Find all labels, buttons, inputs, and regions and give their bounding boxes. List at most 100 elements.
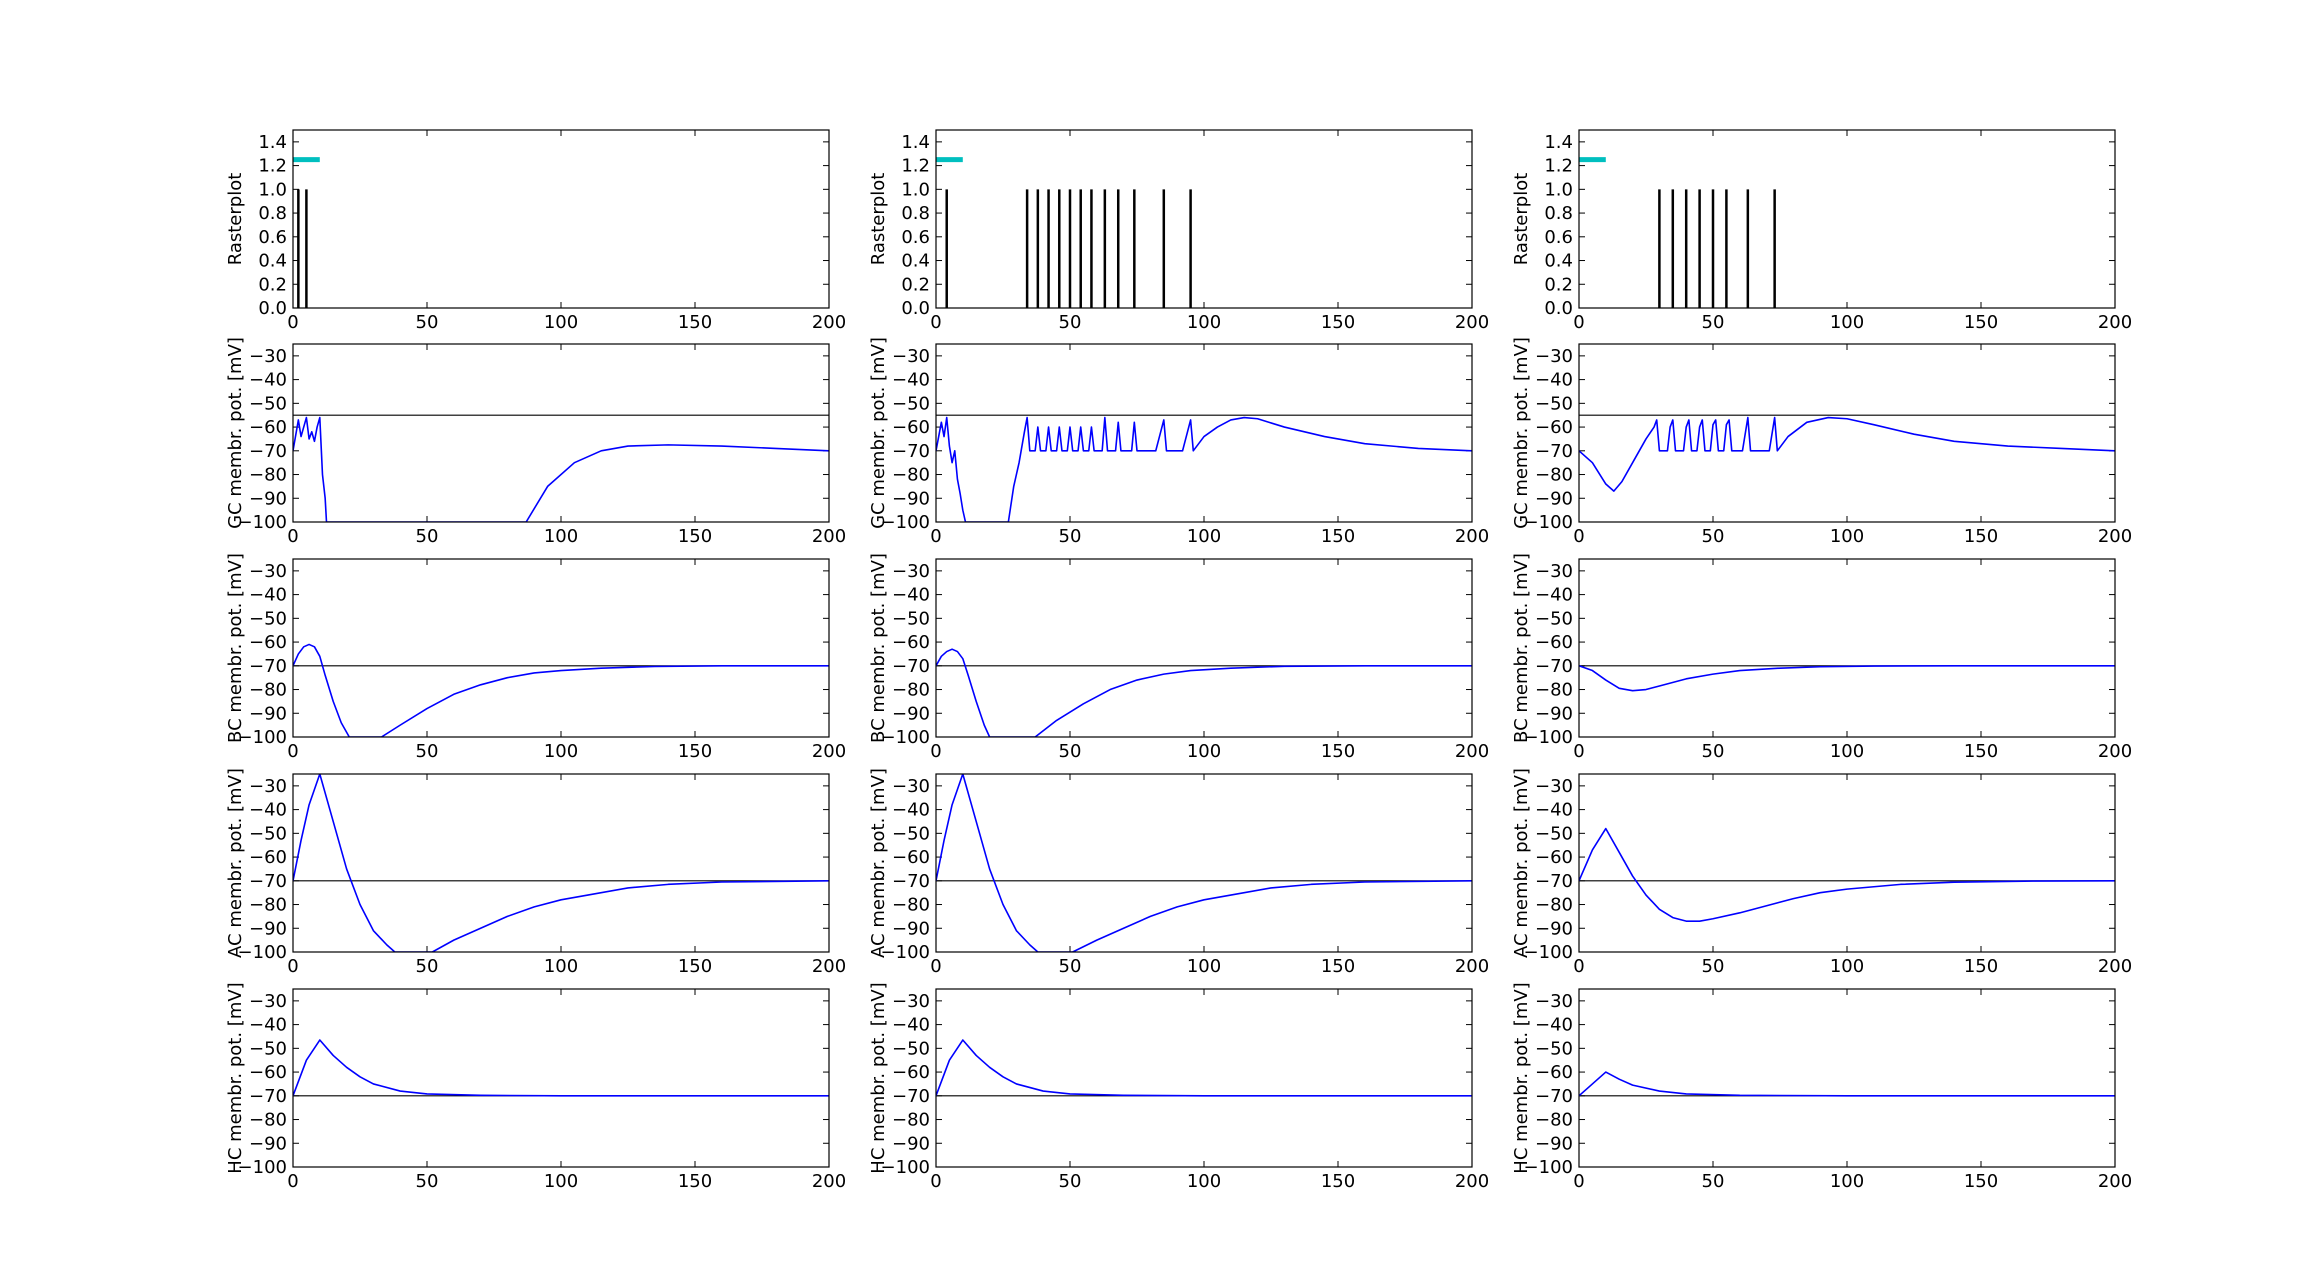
x-tick-label: 0 [930,956,941,977]
x-tick-label: 100 [1830,741,1864,762]
x-tick-label: 100 [1187,312,1221,333]
x-tick-label: 150 [1964,526,1998,547]
membrane-trace-AC [1579,827,2115,922]
x-tick-label: 50 [416,956,439,977]
y-tick-label: −60 [1535,1062,1573,1083]
y-tick-label: −100 [1524,727,1573,748]
y-tick-label: −40 [1535,370,1573,391]
x-tick-label: 100 [1187,1171,1221,1192]
y-tick-label: −80 [892,465,930,486]
y-tick-label: 1.4 [901,132,930,153]
x-tick-label: 0 [930,526,941,547]
axes-frame [292,558,830,738]
x-tick-label: 150 [1964,312,1998,333]
y-tick-label: −60 [1535,632,1573,653]
x-tick-label: 0 [930,1171,941,1192]
y-tick-label: −80 [892,895,930,916]
membrane-trace-GC [936,416,1472,522]
x-tick-label: 50 [1702,741,1725,762]
x-tick-label: 0 [287,526,298,547]
x-tick-label: 100 [544,526,578,547]
x-tick-label: 100 [1830,956,1864,977]
x-tick-label: 50 [416,741,439,762]
axes-frame [935,558,1473,738]
y-axis-label: AC membr. pot. [mV] [225,768,246,958]
y-tick-label: −90 [249,1133,287,1154]
x-tick-label: 200 [2098,526,2132,547]
axes-frame [935,343,1473,523]
y-tick-label: −40 [249,370,287,391]
plot-area [1579,827,2115,922]
x-tick-label: 150 [1321,741,1355,762]
y-tick-label: −100 [1524,512,1573,533]
x-tick-label: 50 [1702,956,1725,977]
y-tick-label: −80 [892,1110,930,1131]
plot-area [1579,665,2115,692]
x-tick-label: 0 [1573,741,1584,762]
x-tick-label: 0 [287,1171,298,1192]
y-tick-label: −70 [249,871,287,892]
plot-area [936,414,1472,522]
x-tick-label: 150 [1964,956,1998,977]
plot-area [293,414,829,522]
x-tick-label: 100 [544,956,578,977]
axes-frame [935,773,1473,953]
y-tick-label: −90 [1535,488,1573,509]
y-tick-label: −90 [892,488,930,509]
y-tick-label: −40 [1535,585,1573,606]
x-tick-label: 50 [1059,956,1082,977]
y-tick-label: 1.2 [901,156,930,177]
y-tick-label: 1.2 [1544,156,1573,177]
y-tick-label: −70 [892,441,930,462]
axes-frame [935,129,1473,309]
x-tick-label: 200 [812,312,846,333]
y-tick-label: −70 [249,441,287,462]
y-tick-label: −40 [892,370,930,391]
x-tick-label: 200 [1455,526,1489,547]
y-tick-label: 0.8 [1544,203,1573,224]
y-tick-label: −50 [892,393,930,414]
y-tick-label: −90 [1535,918,1573,939]
y-tick-label: −30 [249,346,287,367]
y-tick-label: −70 [249,1086,287,1107]
y-tick-label: −80 [1535,465,1573,486]
y-tick-label: 0.6 [1544,227,1573,248]
x-tick-label: 50 [416,312,439,333]
membrane-trace-BC [936,648,1472,737]
y-tick-label: −80 [1535,1110,1573,1131]
y-tick-label: −100 [238,1157,287,1178]
y-tick-label: −40 [1535,1015,1573,1036]
axes-frame [1578,343,2116,523]
x-tick-label: 0 [930,741,941,762]
y-tick-label: −70 [1535,656,1573,677]
x-tick-label: 0 [1573,956,1584,977]
y-axis-label: GC membr. pot. [mV] [225,337,246,529]
axes-frame [1578,558,2116,738]
y-tick-label: −70 [1535,1086,1573,1107]
plot-area [936,157,1192,308]
y-tick-label: −30 [1535,991,1573,1012]
y-tick-label: 0.2 [901,274,930,295]
y-tick-label: 0.6 [901,227,930,248]
y-tick-label: −30 [892,561,930,582]
y-tick-label: −100 [238,727,287,748]
y-tick-label: −30 [249,991,287,1012]
y-tick-label: −90 [249,918,287,939]
y-tick-label: −100 [238,942,287,963]
y-tick-label: −60 [249,417,287,438]
x-tick-label: 50 [1059,741,1082,762]
y-tick-label: 1.0 [901,179,930,200]
axes-frame [1578,129,2116,309]
y-axis-label: AC membr. pot. [mV] [1511,768,1532,958]
y-axis-label: Rasterplot [225,173,246,266]
membrane-trace-HC [293,1039,829,1097]
x-tick-label: 150 [1964,1171,1998,1192]
y-tick-label: 0.4 [258,251,287,272]
y-tick-label: −40 [249,1015,287,1036]
